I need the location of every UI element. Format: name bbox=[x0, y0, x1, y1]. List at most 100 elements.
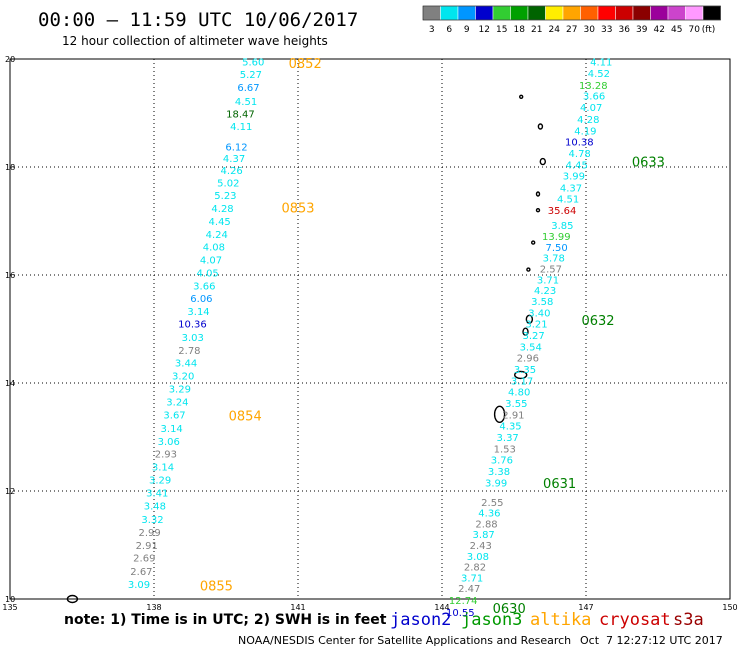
swh-value: 3.85 bbox=[551, 221, 573, 232]
swh-value: 3.24 bbox=[166, 397, 188, 408]
legend-swatch bbox=[615, 5, 634, 21]
swh-value: 4.07 bbox=[580, 103, 602, 114]
legend-label: 3 bbox=[429, 25, 435, 35]
swh-value: 5.02 bbox=[217, 179, 239, 190]
legend-label: 21 bbox=[531, 25, 542, 35]
swh-value: 2.93 bbox=[155, 450, 177, 461]
swh-value: 7.50 bbox=[545, 243, 567, 254]
swh-value: 6.67 bbox=[237, 83, 259, 94]
swh-value: 3.71 bbox=[461, 573, 483, 584]
satellite-name: s3a bbox=[673, 610, 704, 630]
pass-time-label: 0855 bbox=[200, 580, 233, 595]
legend-label: 39 bbox=[636, 25, 648, 35]
units-note: note: 1) Time is in UTC; 2) SWH is in fe… bbox=[64, 612, 387, 628]
swh-value: 4.51 bbox=[235, 97, 257, 108]
island-outline bbox=[493, 405, 506, 424]
satellite-name: cryosat bbox=[599, 610, 671, 630]
pass-time-labels: 0852 0853 0854 0855 0633 0632 0631 0630 bbox=[200, 57, 665, 617]
swh-value: 3.35 bbox=[514, 365, 536, 376]
swh-value: 3.78 bbox=[543, 254, 565, 265]
island-outline bbox=[535, 191, 541, 197]
swh-value: 3.41 bbox=[146, 489, 168, 500]
island-outline bbox=[522, 327, 529, 336]
swh-value: 2.91 bbox=[136, 541, 158, 552]
swh-value: 4.45 bbox=[209, 217, 231, 228]
footer-timestamp: Oct 7 12:27:12 UTC 2017 bbox=[580, 634, 723, 647]
legend-swatch bbox=[685, 5, 704, 21]
legend-swatch bbox=[702, 5, 721, 21]
swh-value: 4.07 bbox=[200, 255, 222, 266]
swh-value: 3.99 bbox=[563, 172, 585, 183]
swh-values: 5.605.276.674.5118.474.116.124.374.265.0… bbox=[128, 58, 613, 619]
legend-label: 18 bbox=[514, 25, 526, 35]
swh-value: 2.67 bbox=[130, 567, 152, 578]
legend-label: 6 bbox=[446, 25, 452, 35]
legend-swatch bbox=[632, 5, 651, 21]
legend-label: 24 bbox=[549, 25, 561, 35]
pass-time-label: 0631 bbox=[543, 477, 576, 492]
swh-value: 4.19 bbox=[574, 126, 596, 137]
chart-title: 00:00 – 11:59 UTC 10/06/2017 bbox=[38, 9, 358, 31]
swh-value: 3.21 bbox=[525, 320, 547, 331]
swh-value: 2.88 bbox=[475, 519, 497, 530]
island-outline bbox=[539, 157, 546, 166]
legend-label: 45 bbox=[671, 25, 682, 35]
swh-value: 2.96 bbox=[517, 354, 539, 365]
legend-border bbox=[422, 5, 721, 21]
legend-label: 33 bbox=[601, 25, 612, 35]
swh-value: 4.36 bbox=[478, 509, 500, 520]
legend-label: 12 bbox=[479, 25, 490, 35]
swh-value: 3.29 bbox=[149, 476, 171, 487]
legend-label: 27 bbox=[566, 25, 577, 35]
legend-swatch bbox=[440, 5, 459, 21]
swh-value: 2.99 bbox=[138, 528, 160, 539]
legend-swatch bbox=[492, 5, 511, 21]
swh-value: 3.14 bbox=[161, 424, 183, 435]
swh-value: 4.35 bbox=[499, 422, 521, 433]
swh-value: 3.40 bbox=[528, 308, 550, 319]
swh-value: 4.11 bbox=[230, 122, 252, 133]
island-outline bbox=[514, 370, 528, 380]
swh-value: 4.51 bbox=[557, 194, 579, 205]
swh-value: 5.23 bbox=[214, 191, 236, 202]
swh-value: 3.08 bbox=[467, 552, 489, 563]
swh-value: 4.08 bbox=[203, 242, 225, 253]
swh-value: 5.27 bbox=[240, 70, 262, 81]
pass-time-label: 0854 bbox=[229, 409, 262, 424]
island-outline bbox=[535, 207, 541, 213]
y-tick-label: 18 bbox=[5, 163, 15, 172]
satellite-name: jason2 bbox=[390, 610, 451, 630]
swh-value: 6.06 bbox=[190, 294, 212, 305]
pass-time-label: 0633 bbox=[632, 156, 665, 171]
swh-value: 3.32 bbox=[141, 515, 163, 526]
x-tick-label: 144 bbox=[434, 603, 449, 612]
swh-value: 1.53 bbox=[494, 444, 516, 455]
swh-value: 3.29 bbox=[169, 384, 191, 395]
grid-lines bbox=[10, 59, 730, 599]
swh-value: 3.87 bbox=[473, 530, 495, 541]
x-tick-label: 150 bbox=[722, 603, 737, 612]
color-legend: 3 6 9 12 15 18 21 24 27 30 33 36 39 42 45 70 (ft) bbox=[422, 5, 721, 35]
swh-value: 3.99 bbox=[485, 478, 507, 489]
axis-tick-labels: 135 138 141 144 147 150 10 12 14 16 18 20 bbox=[2, 55, 737, 612]
y-tick-label: 12 bbox=[5, 487, 15, 496]
swh-value: 3.44 bbox=[175, 358, 197, 369]
pass-time-label: 0852 bbox=[289, 57, 322, 72]
y-tick-label: 10 bbox=[5, 595, 15, 604]
swh-value: 3.71 bbox=[537, 275, 559, 286]
swh-value: 3.14 bbox=[152, 463, 174, 474]
pass-time-label: 0853 bbox=[281, 202, 314, 217]
legend-label: 30 bbox=[584, 25, 596, 35]
legend-unit: (ft) bbox=[702, 25, 716, 35]
swh-value: 3.27 bbox=[522, 331, 544, 342]
swh-value: 2.43 bbox=[470, 541, 492, 552]
x-tick-label: 147 bbox=[578, 603, 593, 612]
x-tick-label: 141 bbox=[290, 603, 305, 612]
swh-value: 4.24 bbox=[206, 230, 228, 241]
swh-value: 4.37 bbox=[560, 184, 582, 195]
legend-label: 42 bbox=[654, 25, 665, 35]
island-outline bbox=[537, 123, 544, 130]
swh-value: 4.80 bbox=[508, 388, 530, 399]
x-tick-label: 138 bbox=[146, 603, 161, 612]
y-tick-label: 20 bbox=[5, 55, 15, 64]
